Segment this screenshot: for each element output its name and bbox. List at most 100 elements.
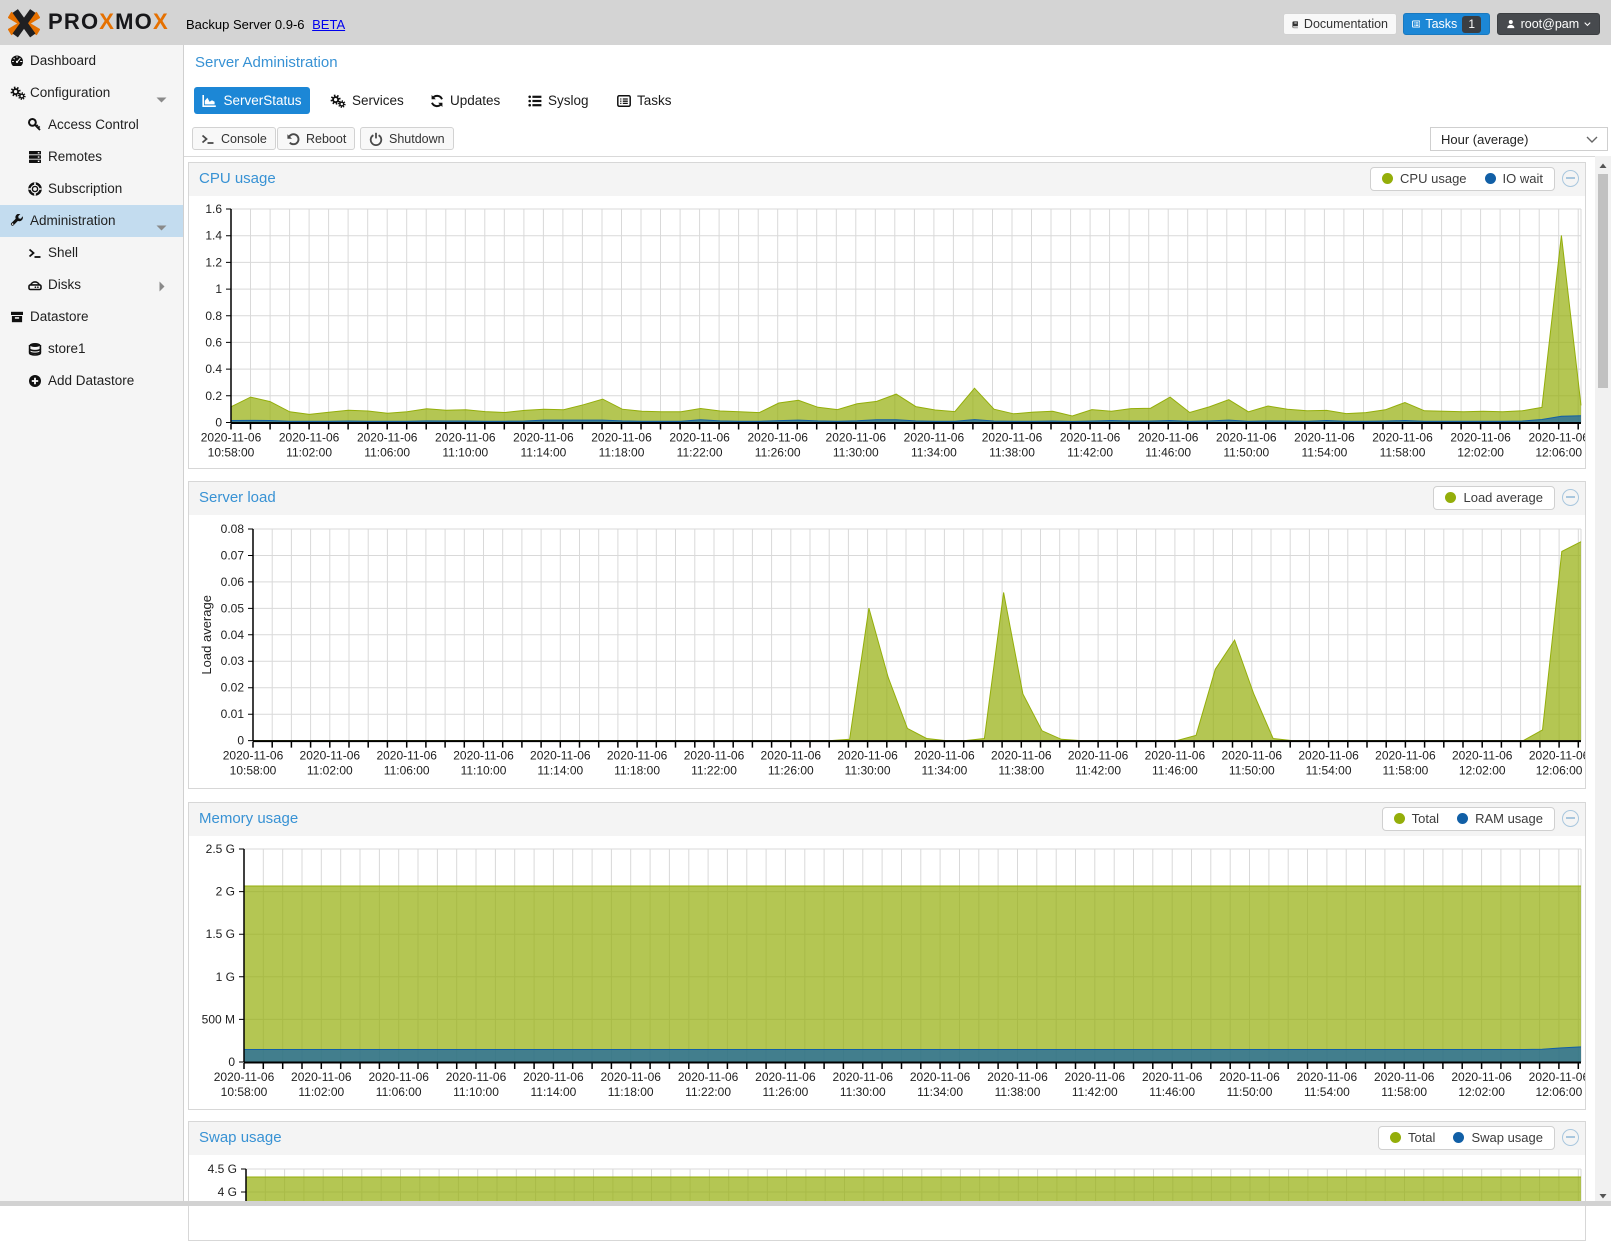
svg-text:11:22:00: 11:22:00 xyxy=(691,764,737,778)
svg-text:11:50:00: 11:50:00 xyxy=(1227,1085,1273,1099)
svg-text:2020-11-06: 2020-11-06 xyxy=(223,749,284,763)
svg-text:1.2: 1.2 xyxy=(205,255,222,269)
svg-text:1: 1 xyxy=(215,282,222,296)
svg-text:2020-11-06: 2020-11-06 xyxy=(513,431,574,445)
svg-text:2020-11-06: 2020-11-06 xyxy=(1138,431,1199,445)
svg-text:2020-11-06: 2020-11-06 xyxy=(1451,1070,1512,1084)
svg-text:12:06:00: 12:06:00 xyxy=(1536,1085,1583,1099)
svg-text:2020-11-06: 2020-11-06 xyxy=(904,431,965,445)
svg-text:2020-11-06: 2020-11-06 xyxy=(1222,749,1283,763)
svg-text:2020-11-06: 2020-11-06 xyxy=(914,749,975,763)
svg-text:11:38:00: 11:38:00 xyxy=(989,446,1035,460)
svg-text:11:54:00: 11:54:00 xyxy=(1306,764,1352,778)
svg-text:2020-11-06: 2020-11-06 xyxy=(1297,1070,1358,1084)
svg-text:2020-11-06: 2020-11-06 xyxy=(600,1070,661,1084)
svg-text:2020-11-06: 2020-11-06 xyxy=(279,431,340,445)
svg-text:11:06:00: 11:06:00 xyxy=(384,764,430,778)
svg-text:2020-11-06: 2020-11-06 xyxy=(607,749,668,763)
svg-text:2020-11-06: 2020-11-06 xyxy=(747,431,808,445)
svg-text:2020-11-06: 2020-11-06 xyxy=(291,1070,352,1084)
svg-text:2020-11-06: 2020-11-06 xyxy=(201,431,262,445)
svg-text:11:38:00: 11:38:00 xyxy=(995,1085,1041,1099)
svg-text:2020-11-06: 2020-11-06 xyxy=(1142,1070,1203,1084)
svg-text:1.5 G: 1.5 G xyxy=(206,927,235,941)
svg-text:2020-11-06: 2020-11-06 xyxy=(523,1070,584,1084)
svg-text:11:50:00: 11:50:00 xyxy=(1229,764,1275,778)
svg-text:2020-11-06: 2020-11-06 xyxy=(368,1070,429,1084)
svg-text:11:58:00: 11:58:00 xyxy=(1381,1085,1427,1099)
svg-text:11:42:00: 11:42:00 xyxy=(1075,764,1121,778)
svg-text:2020-11-06: 2020-11-06 xyxy=(684,749,745,763)
svg-text:11:58:00: 11:58:00 xyxy=(1382,764,1428,778)
svg-text:Load average: Load average xyxy=(199,595,214,675)
svg-text:11:26:00: 11:26:00 xyxy=(755,446,801,460)
svg-text:2020-11-06: 2020-11-06 xyxy=(300,749,361,763)
svg-text:2020-11-06: 2020-11-06 xyxy=(755,1070,816,1084)
svg-text:11:42:00: 11:42:00 xyxy=(1072,1085,1118,1099)
svg-text:11:18:00: 11:18:00 xyxy=(608,1085,654,1099)
svg-text:11:14:00: 11:14:00 xyxy=(520,446,566,460)
svg-text:2020-11-06: 2020-11-06 xyxy=(982,431,1043,445)
svg-text:11:46:00: 11:46:00 xyxy=(1149,1085,1195,1099)
svg-text:2020-11-06: 2020-11-06 xyxy=(1452,749,1513,763)
svg-text:0.2: 0.2 xyxy=(205,389,222,403)
svg-text:2020-11-06: 2020-11-06 xyxy=(1216,431,1277,445)
svg-text:11:10:00: 11:10:00 xyxy=(442,446,488,460)
svg-text:11:22:00: 11:22:00 xyxy=(677,446,723,460)
svg-text:0.08: 0.08 xyxy=(221,522,245,536)
svg-text:2020-11-06: 2020-11-06 xyxy=(1375,749,1436,763)
svg-text:0: 0 xyxy=(228,1055,235,1069)
svg-text:12:02:00: 12:02:00 xyxy=(1459,764,1506,778)
svg-text:2020-11-06: 2020-11-06 xyxy=(446,1070,507,1084)
svg-text:2.5 G: 2.5 G xyxy=(206,842,235,856)
svg-text:0.6: 0.6 xyxy=(205,335,222,349)
svg-text:2020-11-06: 2020-11-06 xyxy=(1372,431,1433,445)
svg-text:11:46:00: 11:46:00 xyxy=(1152,764,1198,778)
svg-text:11:46:00: 11:46:00 xyxy=(1145,446,1191,460)
svg-text:4.5 G: 4.5 G xyxy=(208,1162,237,1176)
svg-text:0.05: 0.05 xyxy=(221,601,245,615)
svg-text:0.8: 0.8 xyxy=(205,309,222,323)
svg-text:2020-11-06: 2020-11-06 xyxy=(1529,749,1585,763)
svg-text:12:02:00: 12:02:00 xyxy=(1458,1085,1505,1099)
svg-text:2020-11-06: 2020-11-06 xyxy=(1374,1070,1435,1084)
svg-text:10:58:00: 10:58:00 xyxy=(208,446,255,460)
svg-text:11:02:00: 11:02:00 xyxy=(286,446,332,460)
svg-text:0.07: 0.07 xyxy=(221,549,245,563)
svg-text:11:26:00: 11:26:00 xyxy=(762,1085,808,1099)
svg-text:11:02:00: 11:02:00 xyxy=(298,1085,344,1099)
svg-text:11:34:00: 11:34:00 xyxy=(917,1085,963,1099)
svg-text:11:30:00: 11:30:00 xyxy=(833,446,879,460)
svg-text:0.04: 0.04 xyxy=(221,628,245,642)
svg-text:11:54:00: 11:54:00 xyxy=(1304,1085,1350,1099)
svg-text:11:54:00: 11:54:00 xyxy=(1301,446,1347,460)
svg-text:11:34:00: 11:34:00 xyxy=(921,764,967,778)
svg-text:11:14:00: 11:14:00 xyxy=(530,1085,576,1099)
svg-text:2020-11-06: 2020-11-06 xyxy=(826,431,887,445)
svg-text:2020-11-06: 2020-11-06 xyxy=(214,1070,275,1084)
svg-text:1 G: 1 G xyxy=(216,970,235,984)
svg-text:11:22:00: 11:22:00 xyxy=(685,1085,731,1099)
svg-text:11:42:00: 11:42:00 xyxy=(1067,446,1113,460)
svg-text:2020-11-06: 2020-11-06 xyxy=(376,749,437,763)
svg-text:2020-11-06: 2020-11-06 xyxy=(1219,1070,1280,1084)
svg-text:2020-11-06: 2020-11-06 xyxy=(669,431,730,445)
svg-text:2020-11-06: 2020-11-06 xyxy=(530,749,591,763)
svg-text:12:06:00: 12:06:00 xyxy=(1535,446,1582,460)
svg-text:11:30:00: 11:30:00 xyxy=(845,764,891,778)
svg-text:0.06: 0.06 xyxy=(221,575,245,589)
svg-text:11:10:00: 11:10:00 xyxy=(461,764,507,778)
svg-text:0.4: 0.4 xyxy=(205,362,222,376)
svg-text:2020-11-06: 2020-11-06 xyxy=(910,1070,971,1084)
svg-text:2 G: 2 G xyxy=(216,885,235,899)
svg-text:11:18:00: 11:18:00 xyxy=(599,446,645,460)
svg-text:11:38:00: 11:38:00 xyxy=(998,764,1044,778)
svg-text:2020-11-06: 2020-11-06 xyxy=(833,1070,894,1084)
svg-text:0.02: 0.02 xyxy=(221,681,245,695)
svg-text:0: 0 xyxy=(215,416,222,430)
svg-text:0.01: 0.01 xyxy=(221,707,245,721)
svg-text:12:06:00: 12:06:00 xyxy=(1536,764,1583,778)
svg-text:11:18:00: 11:18:00 xyxy=(614,764,660,778)
svg-text:2020-11-06: 2020-11-06 xyxy=(1060,431,1121,445)
svg-text:11:02:00: 11:02:00 xyxy=(307,764,353,778)
